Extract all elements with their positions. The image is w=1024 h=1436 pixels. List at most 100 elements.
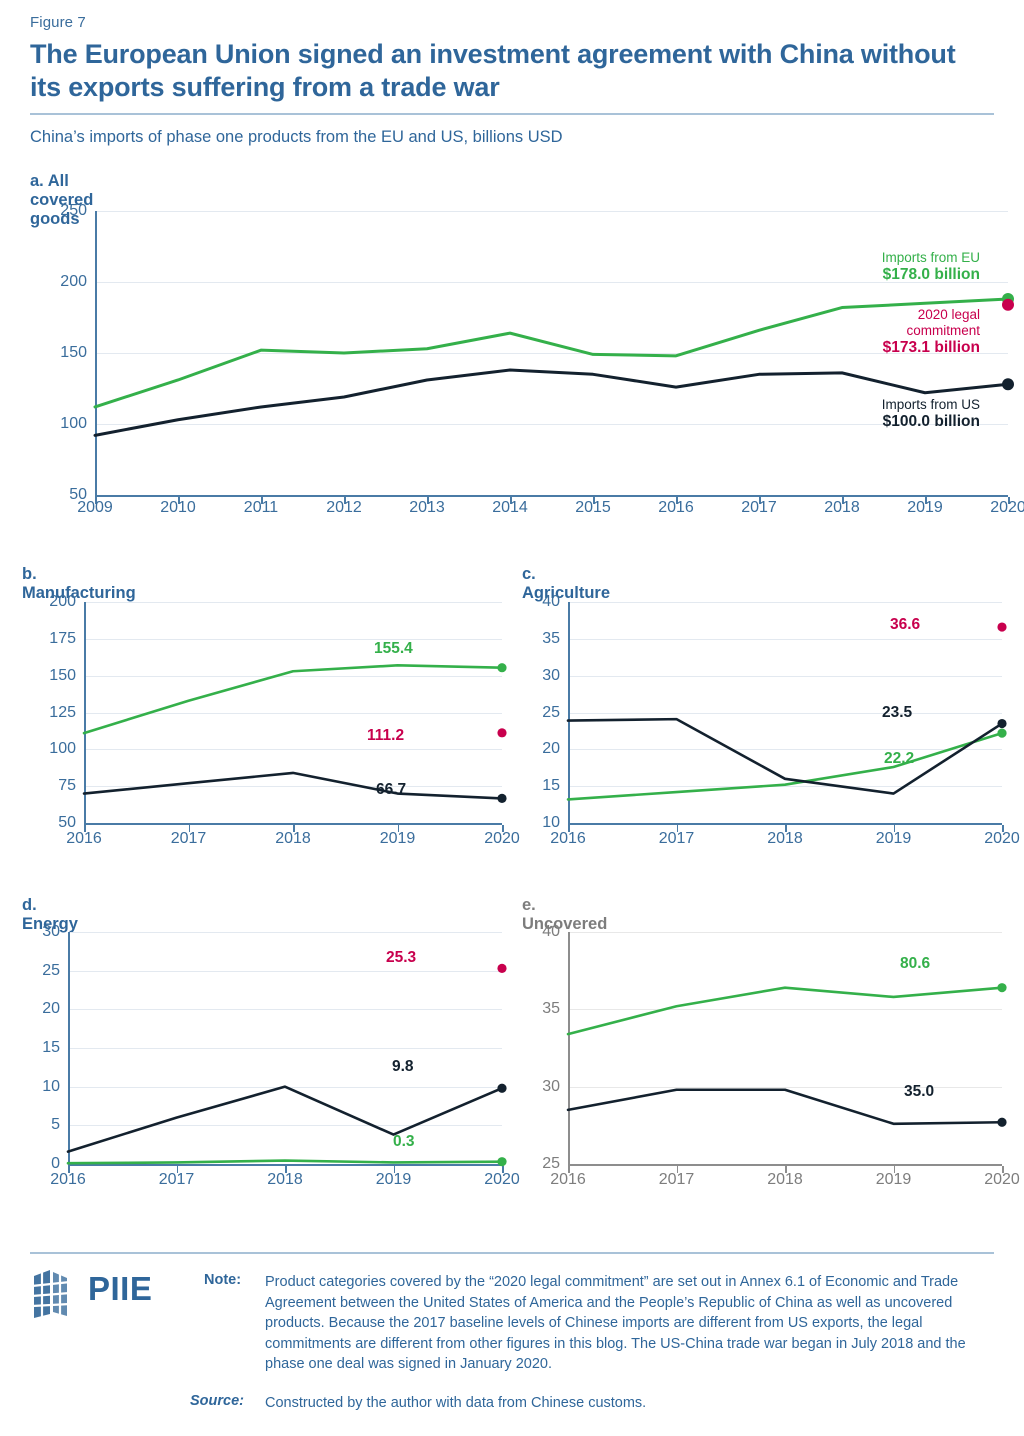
series-layer-e [566, 983, 1007, 1127]
x-axis-tick [427, 497, 429, 504]
x-axis-label: 2020 [984, 830, 1020, 847]
series-line-imports-from-us [566, 717, 1004, 795]
source-label: Source: [190, 1393, 244, 1409]
gridline [568, 1009, 1002, 1011]
x-axis-label: 2017 [170, 830, 207, 847]
y-axis-label: 30 [42, 923, 60, 940]
y-axis-label: 25 [542, 1155, 560, 1172]
series-line-imports-from-us [566, 1088, 1004, 1126]
x-axis-tick [95, 497, 97, 504]
panel-title-c: c. Agriculture [522, 565, 611, 602]
gridline [568, 638, 1002, 640]
series-layer-b [82, 663, 507, 803]
x-axis-label: 2018 [275, 830, 311, 847]
y-axis-label: 35 [542, 629, 560, 647]
series-line-imports-from-eu [82, 664, 504, 735]
eu-value: 80.6 [900, 955, 931, 972]
x-axis-label: 2012 [326, 499, 362, 516]
gridline [568, 712, 1002, 714]
data-point-marker [497, 963, 507, 973]
note-text: Product categories covered by the “2020 … [265, 1274, 966, 1373]
y-axis-label: 25 [542, 703, 560, 721]
gridline [95, 424, 1008, 425]
data-point-marker [497, 793, 507, 803]
figure-title: The European Union signed an investment … [30, 39, 956, 102]
gridline [84, 749, 502, 751]
x-axis-tick [510, 497, 512, 504]
y-axis [568, 602, 570, 823]
x-axis-tick [261, 497, 263, 504]
gridline [95, 353, 1008, 354]
gridline [568, 602, 1002, 603]
y-axis [568, 932, 570, 1164]
annotation-line-2: commitment [906, 322, 980, 338]
us-value: 23.5 [882, 704, 913, 721]
plot-area-c: 10 15 20 25 30 35 40 2016 2017 2018 2019 2020 [542, 593, 1020, 847]
x-axis-label: 2013 [409, 499, 445, 516]
gridline [68, 970, 502, 972]
y-axis-label: 35 [542, 1000, 560, 1018]
us-value: 9.8 [392, 1058, 414, 1075]
note-label: Note: [204, 1272, 242, 1288]
x-axis-label: 2020 [984, 1171, 1020, 1188]
x-axis-tick [176, 1166, 178, 1173]
x-axis-tick [893, 825, 895, 832]
plot-area-e: 25 30 35 40 2016 2017 2018 2019 2020 [542, 923, 1020, 1188]
series-line-imports-from-us [66, 1085, 504, 1153]
data-point-marker [1002, 378, 1014, 391]
series-line-imports-from-us [82, 771, 504, 800]
y-axis-label: 150 [60, 344, 87, 361]
gridline [568, 749, 1002, 751]
eu-value: 22.2 [884, 750, 915, 767]
gridline [84, 638, 502, 640]
x-axis-tick [593, 497, 595, 504]
panel-title-d: d. Energy [22, 896, 78, 933]
series-line-imports-from-eu [66, 1159, 504, 1165]
gridline [84, 786, 502, 788]
panel-title-a: a. All covered goods [30, 172, 94, 228]
y-axis-label: 20 [542, 740, 560, 758]
panel-title-e: e. Uncovered [522, 896, 608, 933]
x-axis-label: 2016 [66, 830, 102, 847]
x-axis-tick [178, 497, 180, 504]
eu-value: 0.3 [393, 1133, 415, 1150]
x-axis-tick [893, 1166, 895, 1173]
data-point-marker [497, 1083, 507, 1093]
x-axis-tick [502, 825, 504, 832]
x-axis-label: 2014 [492, 499, 528, 516]
figure-number: Figure 7 [30, 14, 86, 31]
x-axis-label: 2016 [50, 1171, 86, 1188]
y-axis [68, 932, 70, 1164]
x-axis-tick [842, 497, 844, 504]
y-axis [84, 602, 86, 823]
y-axis-label: 40 [542, 923, 560, 940]
x-axis-tick [188, 825, 190, 832]
y-axis-label: 15 [42, 1039, 60, 1056]
commitment-value: 36.6 [890, 616, 921, 633]
us-value: 35.0 [904, 1083, 935, 1100]
panel-title-b: b. Manufacturing [22, 565, 136, 602]
x-axis-label: 2019 [379, 830, 416, 847]
y-axis-label: 100 [60, 415, 87, 432]
y-axis-label: 150 [49, 666, 76, 684]
y-axis [95, 211, 97, 495]
footer-divider [30, 1252, 994, 1254]
data-point-marker [497, 663, 507, 673]
y-axis-label: 200 [49, 593, 76, 610]
y-axis-label: 75 [58, 777, 76, 795]
x-axis-tick [1002, 825, 1004, 832]
y-axis-label: 100 [49, 740, 76, 758]
gridline [68, 1048, 502, 1049]
x-axis-tick [759, 497, 761, 504]
gridline [568, 1086, 1002, 1088]
x-axis [68, 1164, 502, 1166]
source-text: Constructed by the author with data from… [265, 1395, 647, 1411]
piie-logo: PIIE [26, 1268, 176, 1324]
y-axis-label: 200 [60, 273, 87, 290]
eu-value: 155.4 [374, 640, 413, 657]
y-axis-label: 40 [542, 593, 560, 610]
x-axis-tick [1002, 1166, 1004, 1173]
x-axis-tick [285, 1166, 287, 1173]
commitment-value: 25.3 [386, 949, 417, 966]
y-axis-label: 10 [42, 1077, 60, 1095]
